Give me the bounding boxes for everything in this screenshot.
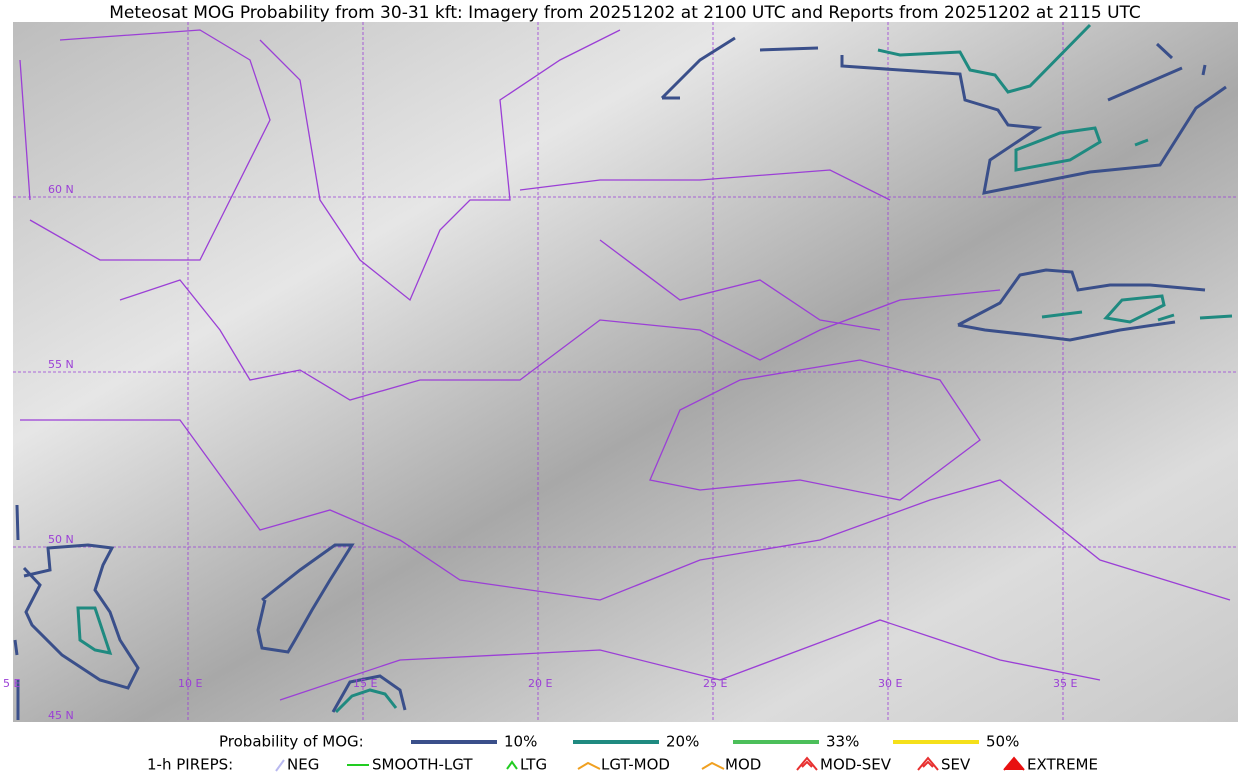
pirep-symbol — [796, 756, 818, 771]
longitude-label: 5 E — [3, 677, 20, 690]
pirep-symbol — [1003, 756, 1025, 771]
legend-title: 1-h PIREPS: — [147, 756, 233, 774]
legend-label: 33% — [826, 733, 859, 751]
legend: Probability of MOG: 1-h PIREPS: 10% 20% 33… — [147, 733, 1098, 774]
legend-title: Probability of MOG: — [219, 733, 364, 751]
pirep-symbol — [506, 760, 518, 770]
coastline — [519, 169, 891, 331]
longitude-label: 35 E — [1053, 677, 1077, 690]
legend-label: MOD — [725, 756, 761, 774]
map: 60 N 55 N 50 N 45 N 5 E 10 E 15 E 20 E 25 E 30 E 3… — [3, 22, 1238, 722]
legend-label: SEV — [941, 756, 971, 774]
longitude-label: 15 E — [353, 677, 377, 690]
pirep-symbol — [701, 761, 725, 770]
legend-label: EXTREME — [1027, 756, 1098, 774]
legend-label: 10% — [504, 733, 537, 751]
latitude-label: 50 N — [48, 533, 74, 546]
coastline — [119, 279, 1001, 401]
pirep-symbol — [577, 761, 601, 770]
border — [649, 359, 981, 501]
legend-label: LTG — [520, 756, 547, 774]
latitude-label: 45 N — [48, 709, 74, 722]
coastline — [259, 29, 621, 302]
pirep-symbol — [917, 756, 939, 771]
contour-20 — [76, 606, 113, 655]
contour-20 — [1041, 294, 1233, 324]
title: Meteosat MOG Probability from 30-31 kft:… — [109, 3, 1141, 23]
contour-10 — [13, 504, 140, 720]
contour-20 — [334, 688, 398, 714]
contour-10 — [957, 268, 1206, 342]
legend-label: NEG — [287, 756, 319, 774]
coastline — [20, 419, 1231, 701]
longitude-label: 25 E — [703, 677, 727, 690]
contour-20 — [877, 23, 1149, 172]
latitude-label: 55 N — [48, 358, 74, 371]
contour-10 — [256, 543, 407, 713]
longitude-label: 20 E — [528, 677, 552, 690]
legend-label: 20% — [666, 733, 699, 751]
legend-label: 50% — [986, 733, 1019, 751]
pirep-symbol — [275, 759, 285, 772]
longitude-label: 10 E — [178, 677, 202, 690]
legend-label: MOD-SEV — [820, 756, 892, 774]
coastline — [19, 29, 271, 261]
latitude-label: 60 N — [48, 183, 74, 196]
legend-label: SMOOTH-LGT — [372, 756, 473, 774]
contour-10 — [660, 36, 1227, 195]
grid — [13, 22, 1238, 722]
legend-label: LGT-MOD — [601, 756, 670, 774]
longitude-label: 30 E — [878, 677, 902, 690]
